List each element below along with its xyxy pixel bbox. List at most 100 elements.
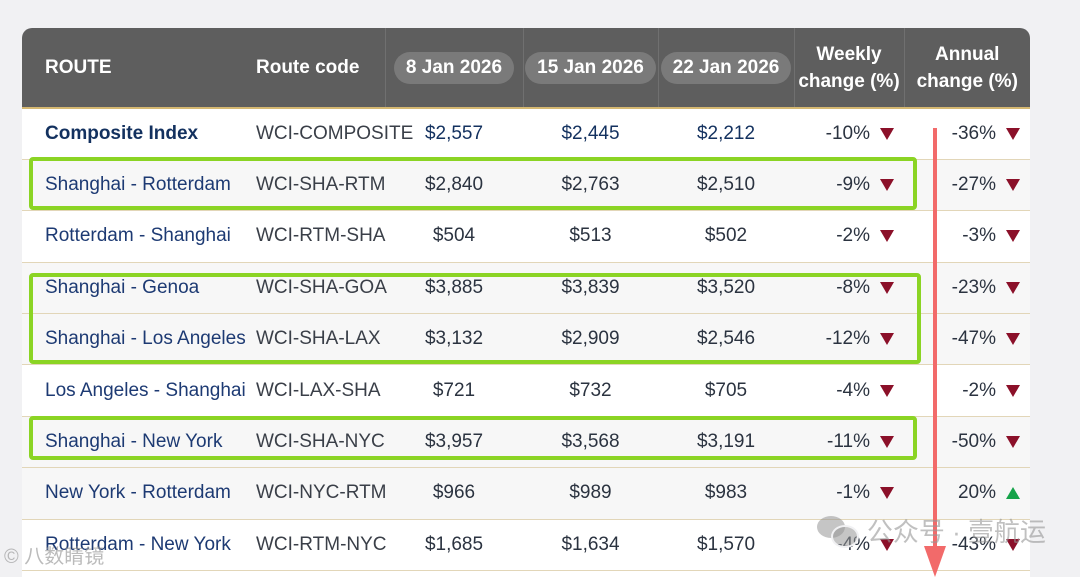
rate-22-jan: $2,546 <box>658 313 794 366</box>
watermark: 公众号 · 壹航运 <box>816 512 1046 549</box>
header-route: ROUTE <box>22 28 233 109</box>
header-route-code: Route code <box>233 28 385 109</box>
table-row: Rotterdam - New York WCI-RTM-NYC $1,685 $1,… <box>22 519 1030 572</box>
down-triangle-icon <box>1006 538 1020 551</box>
down-triangle-icon <box>880 538 894 551</box>
route-code: WCI-RTM-NYC <box>233 519 387 572</box>
date-pill: 8 Jan 2026 <box>393 51 515 84</box>
rate-15-jan: $2,763 <box>523 159 658 212</box>
weekly-change-value: -4% <box>836 379 870 401</box>
table-row: Shanghai - Rotterdam WCI-SHA-RTM $2,840 $2,… <box>22 159 1030 212</box>
route-name: Composite Index <box>22 108 233 160</box>
weekly-change: -10% <box>794 108 904 160</box>
table-row: Shanghai - New York WCI-SHA-NYC $3,957 $3,5… <box>22 416 1030 469</box>
rates-table-card: ROUTE Route code 8 Jan 2026 15 Jan 2026 … <box>22 28 1030 577</box>
table-row: Shanghai - Genoa WCI-SHA-GOA $3,885 $3,839 $… <box>22 262 1030 315</box>
down-triangle-icon <box>880 127 894 140</box>
rate-8-jan: $721 <box>385 364 523 417</box>
table-row: Los Angeles - Shanghai WCI-LAX-SHA $721 $73… <box>22 364 1030 417</box>
rate-15-jan: $2,445 <box>523 108 658 160</box>
down-triangle-icon <box>1006 281 1020 294</box>
rate-8-jan: $966 <box>385 467 523 520</box>
down-triangle-icon <box>1006 230 1020 243</box>
annual-change: -27% <box>904 159 1030 212</box>
header-date-1: 8 Jan 2026 <box>384 28 523 109</box>
weekly-change-value: -10% <box>825 122 870 144</box>
header-weekly-line2: change (%) <box>798 70 900 92</box>
weekly-change-value: -12% <box>825 328 870 350</box>
down-triangle-icon <box>1006 384 1020 397</box>
rate-22-jan: $3,520 <box>658 262 794 315</box>
route-name: Shanghai - Los Angeles <box>22 313 246 366</box>
date-pill: 22 Jan 2026 <box>660 51 792 84</box>
annual-change: -3% <box>904 210 1030 263</box>
up-triangle-icon <box>1006 487 1020 500</box>
route-code: WCI-LAX-SHA <box>233 364 385 417</box>
weekly-change-value: -2% <box>836 225 870 247</box>
wci-rates-table: ROUTE Route code 8 Jan 2026 15 Jan 2026 … <box>22 28 1030 572</box>
route-name: New York - Rotterdam <box>22 467 233 520</box>
rate-22-jan: $1,570 <box>658 519 794 572</box>
rate-15-jan: $1,634 <box>523 519 658 572</box>
header-annual-line2: change (%) <box>916 70 1018 92</box>
route-code: WCI-COMPOSITE <box>233 108 413 160</box>
rate-15-jan: $3,568 <box>523 416 658 469</box>
down-triangle-icon <box>880 179 894 192</box>
route-code: WCI-SHA-RTM <box>233 159 385 212</box>
route-code: WCI-SHA-LAX <box>233 313 385 366</box>
weekly-change-value: -11% <box>827 431 870 453</box>
date-pill: 15 Jan 2026 <box>525 51 656 84</box>
annual-change: -50% <box>904 416 1030 469</box>
header-annual-line1: Annual <box>935 43 1000 65</box>
annual-change: -47% <box>904 313 1030 366</box>
watermark-text: 公众号 · 壹航运 <box>866 517 1046 547</box>
table-body: Composite Index WCI-COMPOSITE $2,557 $2,445… <box>22 108 1030 572</box>
table-row: Shanghai - Los Angeles WCI-SHA-LAX $3,132 $… <box>22 313 1030 366</box>
route-name: Los Angeles - Shanghai <box>22 364 246 417</box>
rate-22-jan: $705 <box>658 364 794 417</box>
route-name: Shanghai - Genoa <box>22 262 233 315</box>
header-weekly-line1: Weekly <box>816 43 882 65</box>
down-triangle-icon <box>880 436 894 449</box>
rate-15-jan: $3,839 <box>523 262 658 315</box>
weekly-change: -11% <box>794 416 904 469</box>
rate-8-jan: $2,840 <box>385 159 523 212</box>
annual-change-value: -36% <box>951 122 996 144</box>
rate-8-jan: $1,685 <box>385 519 523 572</box>
watermark-left: © 八数睛镜 <box>4 546 105 568</box>
down-triangle-icon <box>1006 127 1020 140</box>
route-name: Shanghai - New York <box>22 416 233 469</box>
annual-change: 20% <box>904 467 1030 520</box>
wechat-icon <box>816 515 859 548</box>
annual-change-value: -3% <box>962 225 996 247</box>
annual-change-value: -43% <box>951 533 996 555</box>
header-weekly-change: Weekly change (%) <box>793 28 904 109</box>
rate-15-jan: $2,909 <box>523 313 658 366</box>
annual-change-value: -50% <box>951 431 996 453</box>
down-triangle-icon <box>1006 333 1020 346</box>
header-row: ROUTE Route code 8 Jan 2026 15 Jan 2026 … <box>22 28 1030 109</box>
route-name: Rotterdam - New York <box>22 519 233 572</box>
rate-15-jan: $513 <box>523 210 658 263</box>
table-row: New York - Rotterdam WCI-NYC-RTM $966 $989 $… <box>22 467 1030 520</box>
rate-8-jan: $2,557 <box>385 108 523 160</box>
rate-15-jan: $732 <box>523 364 658 417</box>
down-triangle-icon <box>880 384 894 397</box>
annual-change-value: -47% <box>951 328 996 350</box>
header-date-3: 22 Jan 2026 <box>657 28 794 109</box>
route-code: WCI-NYC-RTM <box>233 467 387 520</box>
rate-8-jan: $3,957 <box>385 416 523 469</box>
header-date-2: 15 Jan 2026 <box>522 28 658 109</box>
weekly-change: -4% <box>794 364 904 417</box>
weekly-change: -8% <box>794 262 904 315</box>
annual-change: -23% <box>904 262 1030 315</box>
header-annual-change: Annual change (%) <box>903 28 1030 109</box>
annual-change-value: 20% <box>957 482 996 504</box>
route-code: WCI-RTM-SHA <box>233 210 385 263</box>
route-code: WCI-SHA-GOA <box>233 262 387 315</box>
rate-22-jan: $983 <box>658 467 794 520</box>
weekly-change: -2% <box>794 210 904 263</box>
annual-change-value: -2% <box>962 379 996 401</box>
rate-22-jan: $2,212 <box>658 108 794 160</box>
rate-15-jan: $989 <box>523 467 658 520</box>
